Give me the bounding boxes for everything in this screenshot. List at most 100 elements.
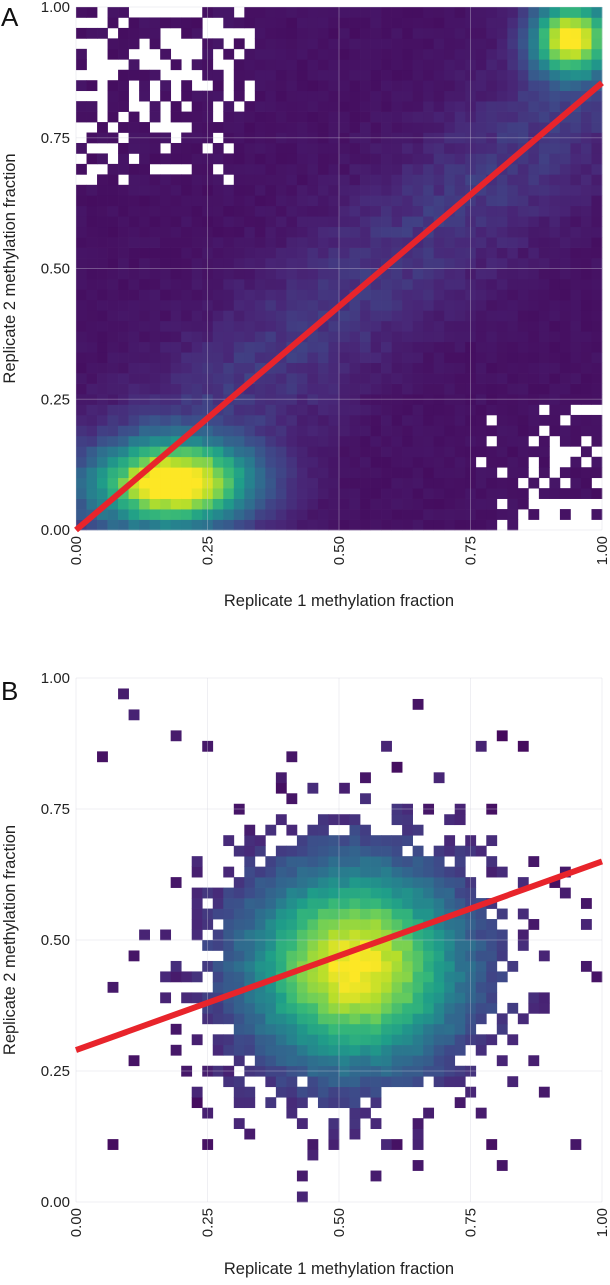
histogram-cell <box>444 373 456 384</box>
histogram-cell <box>402 383 413 395</box>
histogram-cell <box>307 824 319 836</box>
histogram-cell <box>570 132 582 144</box>
histogram-cell <box>580 247 592 259</box>
histogram-cell <box>328 289 340 301</box>
histogram-cell <box>391 761 403 773</box>
histogram-cell <box>223 519 235 531</box>
histogram-cell <box>423 456 435 468</box>
histogram-cell <box>486 17 498 29</box>
histogram-cell <box>465 153 477 165</box>
histogram-cell <box>549 132 561 144</box>
histogram-cell <box>328 1097 340 1109</box>
histogram-cell <box>549 48 561 60</box>
histogram-cell <box>191 90 203 102</box>
histogram-cell <box>591 414 603 426</box>
histogram-cell <box>339 195 350 207</box>
histogram-cell <box>370 163 382 175</box>
histogram-cell <box>170 467 182 479</box>
histogram-cell <box>349 247 361 259</box>
histogram-cell <box>97 258 108 269</box>
histogram-cell <box>339 992 350 1004</box>
histogram-cell <box>444 111 456 123</box>
histogram-cell <box>486 352 498 363</box>
histogram-cell <box>202 488 214 499</box>
histogram-cell <box>307 498 319 510</box>
histogram-cell <box>233 498 245 510</box>
histogram-cell <box>275 122 287 133</box>
histogram-cell <box>538 163 550 175</box>
histogram-cell <box>370 498 382 510</box>
histogram-cell <box>402 7 413 18</box>
histogram-cell <box>381 866 392 878</box>
histogram-cell <box>423 48 435 60</box>
histogram-cell <box>181 258 193 269</box>
histogram-cell <box>559 488 571 499</box>
histogram-cell <box>433 467 445 479</box>
histogram-cell <box>370 1034 382 1046</box>
histogram-cell <box>76 467 87 479</box>
histogram-cell <box>86 101 98 112</box>
histogram-cell <box>244 174 256 186</box>
histogram-cell <box>202 184 214 196</box>
histogram-cell <box>160 425 172 437</box>
histogram-cell <box>412 101 424 112</box>
histogram-cell <box>139 341 150 353</box>
histogram-cell <box>149 404 161 416</box>
histogram-cell <box>412 1118 424 1129</box>
histogram-cell <box>433 184 445 196</box>
histogram-cell <box>265 856 277 867</box>
histogram-cell <box>423 373 435 384</box>
histogram-cell <box>275 205 287 217</box>
histogram-cell <box>391 69 403 81</box>
histogram-cell <box>149 205 161 217</box>
histogram-cell <box>444 7 456 18</box>
histogram-cell <box>97 216 108 228</box>
histogram-cell <box>286 247 298 259</box>
histogram-cell <box>549 299 561 311</box>
histogram-cell <box>254 929 266 941</box>
histogram-cell <box>128 205 140 217</box>
histogram-cell <box>591 268 603 280</box>
histogram-cell <box>486 856 498 867</box>
histogram-cell <box>475 153 487 165</box>
histogram-cell <box>286 414 298 426</box>
histogram-cell <box>191 237 203 248</box>
histogram-cell <box>97 751 108 763</box>
histogram-cell <box>181 237 193 248</box>
histogram-cell <box>349 38 361 50</box>
histogram-cell <box>486 835 498 847</box>
histogram-cell <box>254 877 266 888</box>
histogram-cell <box>370 362 382 374</box>
histogram-cell <box>580 27 592 39</box>
histogram-cell <box>317 278 329 290</box>
histogram-cell <box>275 111 287 123</box>
histogram-cell <box>107 80 119 92</box>
histogram-cell <box>233 122 245 133</box>
histogram-cell <box>370 320 382 332</box>
histogram-cell <box>86 383 98 395</box>
histogram-cell <box>433 258 445 269</box>
histogram-cell <box>339 1097 350 1109</box>
histogram-cell <box>107 404 119 416</box>
histogram-cell <box>370 866 382 878</box>
histogram-cell <box>412 1065 424 1077</box>
histogram-cell <box>517 59 529 71</box>
histogram-cell <box>191 352 203 363</box>
histogram-cell <box>402 195 413 207</box>
histogram-cell <box>254 142 266 154</box>
histogram-cell <box>317 362 329 374</box>
histogram-cell <box>402 132 413 144</box>
histogram-cell <box>370 929 382 941</box>
histogram-cell <box>317 414 329 426</box>
histogram-cell <box>339 835 350 847</box>
histogram-cell <box>580 69 592 81</box>
histogram-cell <box>507 289 519 301</box>
histogram-cell <box>317 456 329 468</box>
histogram-cell <box>328 435 340 447</box>
histogram-cell <box>128 446 140 458</box>
histogram-cell <box>444 866 456 878</box>
histogram-cell <box>580 111 592 123</box>
histogram-cell <box>360 404 371 416</box>
histogram-cell <box>223 383 235 395</box>
histogram-cell <box>128 1055 140 1067</box>
